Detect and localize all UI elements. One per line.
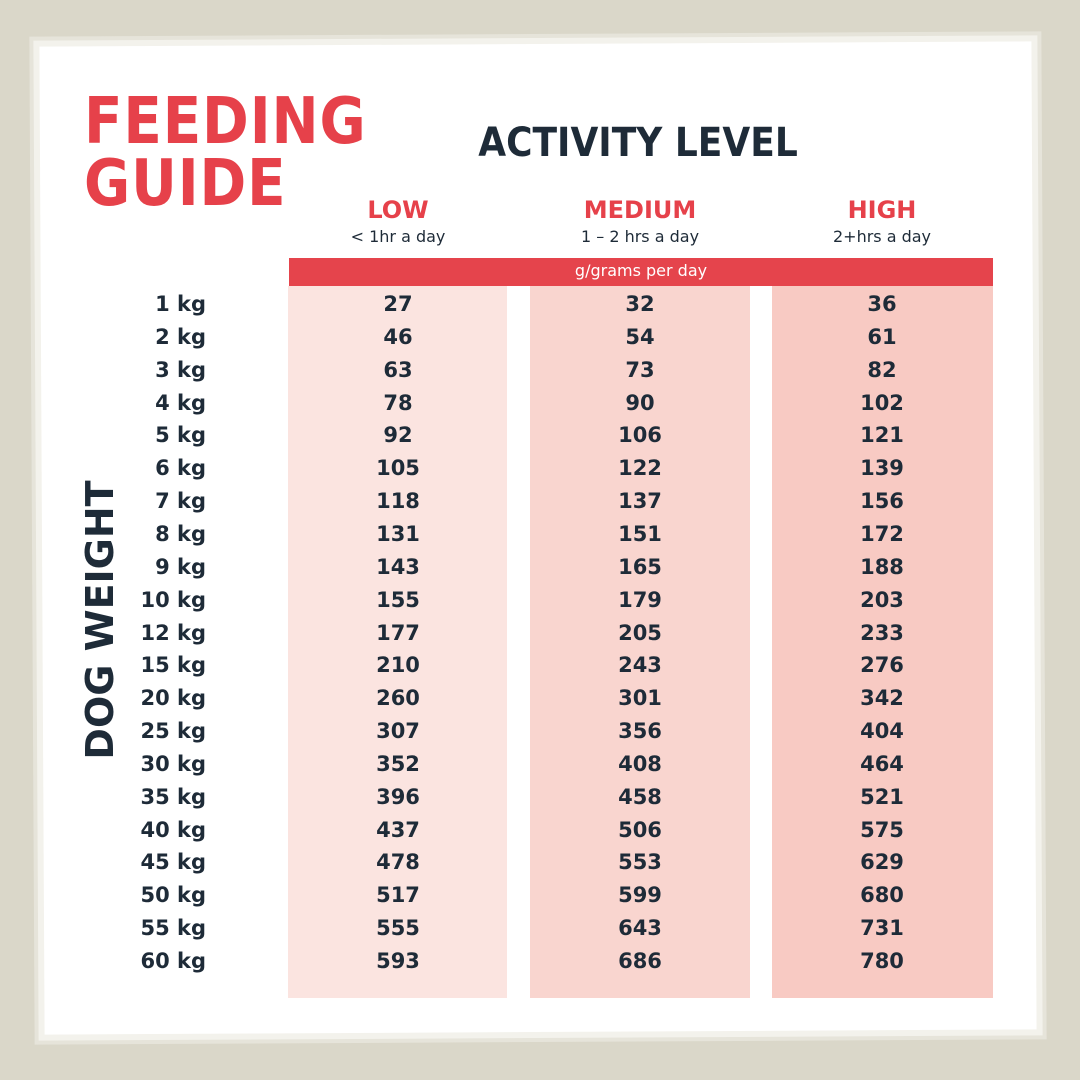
table-cell: 78	[383, 390, 413, 415]
table-cell: 506	[618, 817, 662, 842]
row-label: 60 kg	[140, 949, 206, 973]
column-panel	[288, 286, 507, 998]
table-cell: 643	[618, 916, 662, 941]
table-cell: 63	[383, 357, 413, 382]
row-label: 7 kg	[155, 489, 206, 514]
column-name: MEDIUM	[583, 196, 697, 224]
column-group: ACTIVITY LEVEL	[478, 120, 798, 166]
table-cell: 82	[867, 357, 897, 382]
row-label: 30 kg	[140, 751, 206, 776]
table-cell: 553	[618, 850, 662, 875]
row-label: 20 kg	[140, 686, 206, 711]
table-cell: 188	[860, 554, 904, 579]
table-cell: 203	[860, 587, 904, 612]
table-cell: 517	[376, 883, 420, 908]
title-line: GUIDE	[84, 147, 287, 221]
row-label: 40 kg	[140, 817, 206, 842]
table-cell: 155	[376, 587, 420, 612]
table-cell: 32	[625, 292, 655, 316]
column-note: 2+hrs a day	[832, 227, 932, 246]
table-cell: 92	[383, 423, 413, 448]
table-cell: 131	[376, 521, 420, 546]
table-cell: 165	[618, 554, 662, 579]
table-cell: 122	[618, 456, 662, 481]
row-label: 35 kg	[140, 784, 206, 809]
table-cell: 396	[376, 784, 420, 809]
row-label: 3 kg	[155, 357, 206, 382]
table-cell: 27	[383, 292, 413, 316]
table-cell: 599	[618, 883, 662, 908]
table-cell: 61	[867, 324, 897, 349]
row-label: 4 kg	[155, 390, 206, 415]
table-cell: 680	[860, 883, 904, 908]
table-cell: 210	[376, 653, 420, 678]
row-label: 9 kg	[155, 554, 206, 579]
table-cell: 404	[860, 719, 904, 744]
row-label: 12 kg	[140, 620, 206, 645]
table-cell: 307	[376, 719, 420, 744]
table-cell: 301	[618, 686, 662, 711]
table-cell: 780	[860, 949, 904, 973]
row-label: 15 kg	[140, 653, 206, 678]
table-cell: 54	[625, 324, 655, 349]
row-label: 45 kg	[140, 850, 206, 875]
row-label: 6 kg	[155, 456, 206, 481]
title-line: FEEDING	[84, 85, 367, 159]
table-cell: 342	[860, 686, 904, 711]
table-cell: 205	[618, 620, 662, 645]
column-note: 1 – 2 hrs a day	[580, 227, 700, 246]
table-cell: 478	[376, 850, 420, 875]
table-cell: 156	[860, 489, 904, 514]
table-cell: 593	[376, 949, 420, 973]
table-cell: 137	[618, 489, 662, 514]
table-cell: 121	[860, 423, 904, 448]
table-cell: 233	[860, 620, 904, 645]
table-cell: 46	[383, 324, 413, 349]
row-label: 55 kg	[140, 916, 206, 941]
table-cell: 177	[376, 620, 420, 645]
table-cell: 139	[860, 456, 904, 481]
table-cell: 437	[376, 817, 420, 842]
table-cell: 179	[618, 587, 662, 612]
row-label: 5 kg	[155, 423, 206, 448]
table-cell: 105	[376, 456, 420, 481]
table-cell: 90	[625, 390, 655, 415]
table-cell: 102	[860, 390, 904, 415]
table-cell: 686	[618, 949, 662, 973]
table-cell: 408	[618, 751, 662, 776]
table-cell: 143	[376, 554, 420, 579]
table-cell: 356	[618, 719, 662, 744]
table-cell: 36	[867, 292, 897, 316]
table-cell: 629	[860, 850, 904, 875]
table-cell: 555	[376, 916, 420, 941]
table-cell: 521	[860, 784, 904, 809]
table-cell: 106	[618, 423, 662, 448]
table-cell: 464	[860, 751, 904, 776]
table-cell: 352	[376, 751, 420, 776]
row-label: 8 kg	[155, 521, 206, 546]
column-panel	[772, 286, 993, 998]
row-label: 1 kg	[155, 292, 206, 316]
table-cell: 118	[376, 489, 420, 514]
row-label: 10 kg	[140, 587, 206, 612]
table-cell: 172	[860, 521, 904, 546]
table-cell: 731	[860, 916, 904, 941]
table-cell: 73	[625, 357, 655, 382]
table-cell: 458	[618, 784, 662, 809]
table-cell: 151	[618, 521, 662, 546]
unit-bar: g/grams per day	[289, 258, 993, 286]
column-name: LOW	[367, 196, 429, 224]
column-name: HIGH	[847, 196, 917, 224]
row-label: 50 kg	[140, 883, 206, 908]
table-cell: 575	[860, 817, 904, 842]
table-cell: 260	[376, 686, 420, 711]
row-label: 2 kg	[155, 324, 206, 349]
table-cell: 243	[618, 653, 662, 678]
column-panel	[530, 286, 750, 998]
table-cell: 276	[860, 653, 904, 678]
row-label: 25 kg	[140, 719, 206, 744]
column-note: < 1hr a day	[350, 227, 446, 246]
